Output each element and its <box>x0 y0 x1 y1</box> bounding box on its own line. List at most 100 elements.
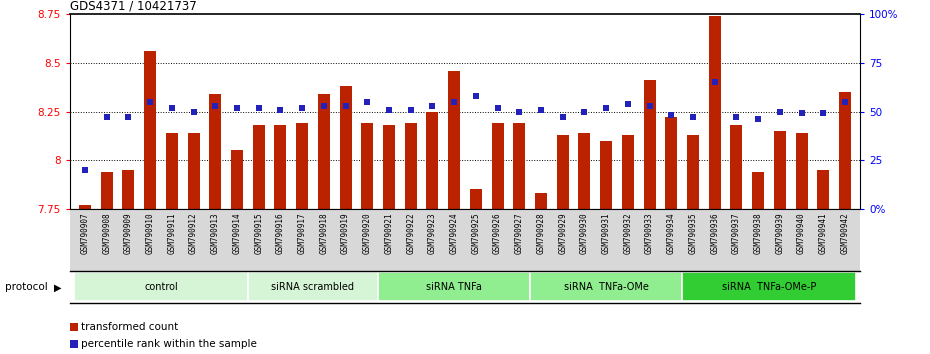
Bar <box>144 51 156 209</box>
Text: GSM790934: GSM790934 <box>667 212 676 253</box>
Bar <box>709 16 721 209</box>
Text: siRNA scrambled: siRNA scrambled <box>272 282 354 292</box>
Text: GSM790927: GSM790927 <box>515 212 524 253</box>
Bar <box>188 133 200 209</box>
Point <box>273 107 288 113</box>
Text: GSM790929: GSM790929 <box>558 212 567 253</box>
Text: GSM790917: GSM790917 <box>298 212 307 253</box>
Bar <box>470 189 482 209</box>
Text: GSM790921: GSM790921 <box>384 212 393 253</box>
Point <box>512 109 526 114</box>
Point <box>186 109 201 114</box>
Point <box>339 103 353 109</box>
Text: GSM790911: GSM790911 <box>167 212 177 253</box>
Text: GSM790932: GSM790932 <box>623 212 632 253</box>
Text: siRNA  TNFa-OMe-P: siRNA TNFa-OMe-P <box>722 282 817 292</box>
Text: GSM790936: GSM790936 <box>711 212 719 253</box>
Text: GSM790913: GSM790913 <box>211 212 219 253</box>
Bar <box>683 273 856 301</box>
Point <box>642 103 657 109</box>
Bar <box>530 273 683 301</box>
Bar <box>774 131 786 209</box>
Bar <box>209 94 221 209</box>
Bar <box>535 193 547 209</box>
Text: percentile rank within the sample: percentile rank within the sample <box>81 339 257 349</box>
Point <box>446 99 461 105</box>
Bar <box>74 273 247 301</box>
Text: GSM790919: GSM790919 <box>341 212 350 253</box>
Bar <box>247 273 379 301</box>
Point <box>773 109 788 114</box>
Bar <box>274 125 286 209</box>
Text: ▶: ▶ <box>54 282 61 292</box>
Bar <box>796 133 807 209</box>
Text: GSM790922: GSM790922 <box>406 212 415 253</box>
Bar <box>557 135 569 209</box>
Text: GSM790925: GSM790925 <box>472 212 481 253</box>
Text: GSM790935: GSM790935 <box>688 212 698 253</box>
Text: GSM790937: GSM790937 <box>732 212 741 253</box>
Text: GSM790915: GSM790915 <box>254 212 263 253</box>
Point <box>490 105 505 110</box>
Bar <box>578 133 591 209</box>
Point <box>66 342 81 347</box>
Text: transformed count: transformed count <box>81 322 179 332</box>
Bar <box>665 117 677 209</box>
Point <box>794 111 809 116</box>
Bar <box>492 123 503 209</box>
Text: GSM790931: GSM790931 <box>602 212 611 253</box>
Bar <box>600 141 612 209</box>
Point <box>230 105 245 110</box>
Point <box>425 103 440 109</box>
Point <box>360 99 375 105</box>
Bar <box>730 125 742 209</box>
Bar <box>687 135 699 209</box>
Bar <box>405 123 417 209</box>
Point <box>816 111 830 116</box>
Text: control: control <box>144 282 178 292</box>
Bar <box>622 135 634 209</box>
Text: GSM790942: GSM790942 <box>841 212 849 253</box>
Bar <box>379 273 530 301</box>
Bar <box>231 150 243 209</box>
Text: GSM790908: GSM790908 <box>102 212 112 253</box>
Text: GSM790938: GSM790938 <box>753 212 763 253</box>
Bar <box>383 125 395 209</box>
Text: protocol: protocol <box>5 282 47 292</box>
Text: siRNA  TNFa-OMe: siRNA TNFa-OMe <box>564 282 648 292</box>
Text: GSM790916: GSM790916 <box>276 212 285 253</box>
Bar <box>839 92 851 209</box>
Text: GSM790920: GSM790920 <box>363 212 372 253</box>
Point <box>77 167 92 173</box>
Point <box>534 107 549 113</box>
Point <box>599 105 614 110</box>
Bar <box>427 112 438 209</box>
Text: GSM790926: GSM790926 <box>493 212 502 253</box>
Point <box>469 93 484 99</box>
Point <box>685 115 700 120</box>
Text: GSM790940: GSM790940 <box>797 212 806 253</box>
Point <box>555 115 570 120</box>
Point <box>404 107 418 113</box>
Text: GSM790910: GSM790910 <box>146 212 154 253</box>
Bar <box>318 94 330 209</box>
Point <box>620 101 635 107</box>
Text: GSM790928: GSM790928 <box>537 212 546 253</box>
Text: GSM790907: GSM790907 <box>81 212 89 253</box>
Text: GSM790930: GSM790930 <box>580 212 589 253</box>
Point <box>751 116 765 122</box>
Point <box>251 105 266 110</box>
Point <box>577 109 591 114</box>
Bar <box>79 205 91 209</box>
Text: GSM790941: GSM790941 <box>818 212 828 253</box>
Text: GDS4371 / 10421737: GDS4371 / 10421737 <box>70 0 196 13</box>
Point <box>316 103 331 109</box>
Text: GSM790909: GSM790909 <box>124 212 133 253</box>
Bar <box>644 80 656 209</box>
Text: GSM790924: GSM790924 <box>449 212 458 253</box>
Text: GSM790914: GSM790914 <box>232 212 242 253</box>
Text: siRNA TNFa: siRNA TNFa <box>426 282 482 292</box>
Bar <box>339 86 352 209</box>
Point <box>121 115 136 120</box>
Bar <box>817 170 830 209</box>
